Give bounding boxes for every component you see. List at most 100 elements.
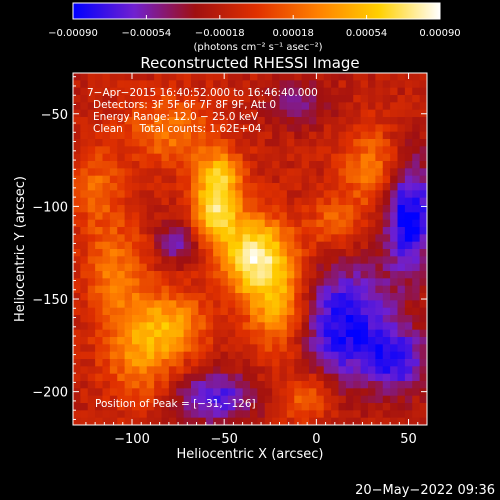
heatmap-cell [257, 234, 266, 243]
heatmap-cell [132, 80, 140, 89]
heatmap-cell [264, 271, 273, 279]
heatmap-cell [95, 102, 104, 111]
heatmap-cell [242, 124, 251, 133]
heatmap-cell [146, 102, 155, 111]
heatmap-cell [205, 205, 214, 213]
heatmap-cell [73, 410, 81, 419]
heatmap-cell [345, 109, 354, 118]
heatmap-cell [331, 256, 340, 265]
heatmap-cell [382, 234, 391, 243]
heatmap-cell [353, 344, 362, 353]
heatmap-cell [390, 373, 399, 382]
heatmap-cell [309, 410, 317, 419]
heatmap-cell [80, 417, 89, 425]
heatmap-cell [390, 95, 399, 103]
heatmap-cell [124, 307, 133, 316]
heatmap-cell [102, 344, 111, 353]
heatmap-cell [213, 183, 222, 191]
heatmap-cell [382, 109, 391, 118]
heatmap-cell [191, 315, 199, 323]
heatmap-cell [331, 381, 340, 389]
heatmap-cell [213, 417, 222, 425]
heatmap-cell [205, 87, 214, 96]
heatmap-cell [87, 109, 96, 118]
heatmap-cell [183, 146, 192, 155]
heatmap-cell [309, 168, 317, 177]
heatmap-cell [323, 212, 332, 221]
heatmap-cell [279, 153, 288, 162]
heatmap-cell [87, 241, 96, 250]
heatmap-cell [419, 95, 427, 103]
heatmap-cell [102, 197, 111, 206]
heatmap-cell [323, 285, 332, 294]
heatmap-cell [124, 95, 133, 103]
heatmap-cell [382, 205, 391, 213]
heatmap-cell [73, 278, 81, 287]
heatmap-cell [117, 322, 126, 331]
heatmap-cell [191, 388, 199, 397]
heatmap-cell [279, 183, 288, 191]
heatmap-cell [154, 80, 163, 89]
heatmap-cell [161, 300, 170, 309]
heatmap-cell [191, 183, 199, 191]
heatmap-cell [353, 219, 362, 228]
heatmap-cell [331, 153, 340, 162]
heatmap-cell [227, 307, 236, 316]
heatmap-cell [331, 102, 340, 111]
heatmap-cell [390, 271, 399, 279]
heatmap-cell [360, 359, 369, 367]
heatmap-cell [235, 227, 244, 235]
heatmap-cell [309, 256, 317, 265]
heatmap-cell [264, 161, 273, 169]
heatmap-cell [205, 234, 214, 243]
heatmap-cell [161, 366, 170, 375]
heatmap-cell [412, 124, 421, 133]
heatmap-cell [109, 139, 118, 147]
heatmap-cell [368, 109, 376, 118]
heatmap-cell [80, 109, 89, 118]
heatmap-cell [257, 300, 266, 309]
heatmap-cell [227, 73, 236, 81]
heatmap-cell [301, 373, 310, 382]
heatmap-cell [412, 197, 421, 206]
heatmap-cell [191, 329, 199, 338]
heatmap-cell [242, 146, 251, 155]
heatmap-cell [323, 109, 332, 118]
heatmap-cell [124, 381, 133, 389]
heatmap-cell [102, 219, 111, 228]
heatmap-cell [242, 234, 251, 243]
heatmap-cell [404, 359, 413, 367]
heatmap-cell [301, 278, 310, 287]
heatmap-cell [250, 403, 258, 411]
heatmap-cell [227, 168, 236, 177]
heatmap-cell [242, 322, 251, 331]
heatmap-cell [323, 351, 332, 360]
heatmap-cell [419, 175, 427, 184]
heatmap-cell [161, 241, 170, 250]
heatmap-cell [220, 403, 229, 411]
heatmap-cell [397, 109, 406, 118]
heatmap-cell [205, 249, 214, 257]
heatmap-cell [220, 109, 229, 118]
heatmap-cell [117, 219, 126, 228]
heatmap-cell [345, 410, 354, 419]
heatmap-cell [139, 124, 148, 133]
heatmap-cell [109, 117, 118, 125]
heatmap-cell [412, 417, 421, 425]
heatmap-cell [323, 241, 332, 250]
heatmap-cell [309, 205, 317, 213]
heatmap-cell [360, 80, 369, 89]
heatmap-cell [198, 351, 207, 360]
heatmap-cell [132, 241, 140, 250]
heatmap-cell [205, 344, 214, 353]
heatmap-cell [132, 285, 140, 294]
heatmap-cell [146, 205, 155, 213]
heatmap-cell [117, 300, 126, 309]
heatmap-cell [323, 417, 332, 425]
heatmap-cell [316, 351, 325, 360]
heatmap-cell [360, 344, 369, 353]
heatmap-cell [242, 307, 251, 316]
heatmap-cell [250, 285, 258, 294]
heatmap-cell [139, 395, 148, 404]
heatmap-cell [183, 271, 192, 279]
